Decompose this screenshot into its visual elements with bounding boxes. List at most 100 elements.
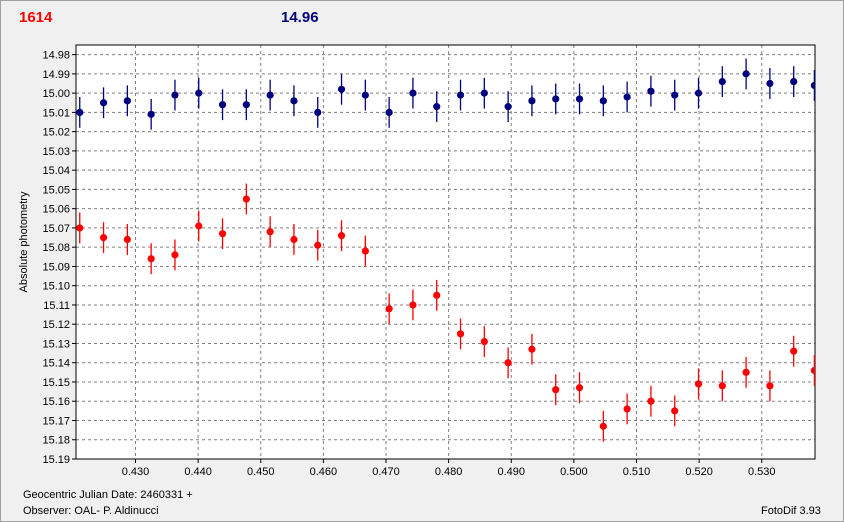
data-point-blue xyxy=(480,89,488,97)
data-point-red xyxy=(810,366,815,375)
data-point-red xyxy=(623,405,631,413)
y-tick-label: 15.07 xyxy=(42,223,70,235)
data-point-red xyxy=(504,359,512,367)
observer-label: Observer: OAL- P. Aldinucci xyxy=(23,505,159,517)
data-point-red xyxy=(433,291,441,299)
data-point-blue xyxy=(504,103,512,111)
data-point-red xyxy=(694,380,703,388)
y-tick-label: 15.03 xyxy=(42,146,70,158)
y-tick-label: 14.98 xyxy=(42,50,70,62)
y-tick-label: 15.17 xyxy=(42,415,70,427)
x-tick-label: 0.510 xyxy=(623,466,651,478)
data-point-blue xyxy=(361,91,369,99)
y-tick-label: 15.12 xyxy=(42,319,70,331)
y-tick-label: 15.02 xyxy=(42,127,70,139)
data-point-blue xyxy=(671,91,679,99)
data-point-blue xyxy=(147,110,155,118)
data-point-red xyxy=(671,407,679,415)
y-tick-label: 15.18 xyxy=(42,435,70,447)
x-tick-label: 0.530 xyxy=(748,466,776,478)
y-tick-label: 15.11 xyxy=(43,300,70,312)
y-tick-label: 15.13 xyxy=(42,338,70,350)
y-tick-label: 15.08 xyxy=(42,242,70,254)
data-point-blue xyxy=(766,79,774,88)
data-point-blue xyxy=(790,77,798,86)
julian-date-label: Geocentric Julian Date: 2460331 + xyxy=(23,489,193,501)
x-tick-label: 0.470 xyxy=(372,466,400,478)
data-point-blue xyxy=(385,108,393,116)
data-point-red xyxy=(766,382,774,390)
plot-area xyxy=(76,45,815,459)
data-point-red xyxy=(218,230,227,238)
data-point-blue xyxy=(290,97,298,105)
data-point-blue xyxy=(810,81,815,90)
y-tick-label: 15.04 xyxy=(42,165,70,177)
y-tick-label: 15.16 xyxy=(42,396,70,408)
data-point-blue xyxy=(171,91,179,99)
data-point-red xyxy=(552,386,560,394)
data-point-blue xyxy=(123,97,131,105)
data-point-red xyxy=(742,368,750,376)
data-point-red xyxy=(456,330,465,338)
data-point-blue xyxy=(433,103,441,111)
y-tick-label: 15.06 xyxy=(42,204,70,216)
data-point-red xyxy=(528,345,536,353)
data-point-red xyxy=(361,247,369,255)
comparison-magnitude-label: 1614 xyxy=(19,9,53,26)
data-point-red xyxy=(599,422,607,430)
y-tick-label: 15.00 xyxy=(42,88,70,100)
data-point-blue xyxy=(409,89,417,97)
data-point-red xyxy=(99,233,108,242)
data-point-blue xyxy=(647,87,655,95)
data-point-red xyxy=(123,235,131,244)
x-tick-label: 0.450 xyxy=(247,466,275,478)
data-point-red xyxy=(718,382,726,390)
data-point-blue xyxy=(528,97,536,105)
data-point-red xyxy=(385,305,393,313)
data-point-red xyxy=(480,337,488,346)
plot-border xyxy=(75,44,816,460)
data-point-red xyxy=(171,251,179,259)
data-point-red xyxy=(790,347,798,355)
y-tick-label: 15.09 xyxy=(42,261,70,273)
data-point-red xyxy=(147,255,155,263)
data-point-blue xyxy=(266,91,274,99)
data-point-blue xyxy=(599,97,607,105)
data-point-red xyxy=(409,301,417,309)
data-point-red xyxy=(575,384,584,392)
software-version-label: FotoDif 3.93 xyxy=(761,505,821,517)
y-axis-label: Absolute photometry xyxy=(18,191,30,292)
data-point-blue xyxy=(694,89,703,97)
x-tick-label: 0.440 xyxy=(184,466,212,478)
data-point-red xyxy=(266,228,274,236)
data-point-blue xyxy=(76,108,84,116)
data-point-red xyxy=(242,195,250,203)
x-tick-label: 0.460 xyxy=(310,466,338,478)
check-magnitude-label: 14.96 xyxy=(281,9,319,26)
x-tick-label: 0.490 xyxy=(497,466,525,478)
y-tick-label: 15.05 xyxy=(42,184,70,196)
x-tick-label: 0.430 xyxy=(122,466,150,478)
data-point-blue xyxy=(195,89,203,97)
x-tick-label: 0.520 xyxy=(685,466,713,478)
data-point-red xyxy=(337,232,346,240)
data-layer xyxy=(76,58,815,442)
x-tick-label: 0.480 xyxy=(435,466,463,478)
data-point-red xyxy=(314,241,322,249)
data-point-red xyxy=(647,397,655,405)
data-point-red xyxy=(76,224,84,232)
y-tick-label: 15.10 xyxy=(42,281,70,293)
data-point-red xyxy=(195,222,203,230)
data-point-blue xyxy=(575,95,584,103)
data-point-blue xyxy=(718,77,726,86)
data-point-red xyxy=(290,235,298,244)
data-point-blue xyxy=(99,99,108,107)
data-point-blue xyxy=(337,85,346,93)
data-point-blue xyxy=(242,101,250,109)
data-point-blue xyxy=(314,108,322,116)
data-point-blue xyxy=(552,95,560,103)
y-tick-label: 15.01 xyxy=(42,107,70,119)
data-point-blue xyxy=(742,70,750,78)
y-tick-label: 15.19 xyxy=(42,454,70,466)
